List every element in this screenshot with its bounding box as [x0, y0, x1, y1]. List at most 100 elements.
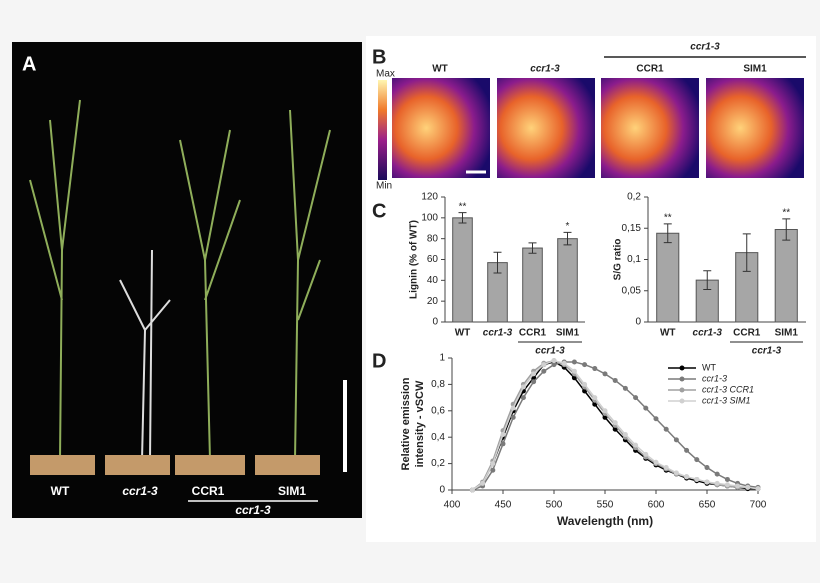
point [592, 395, 598, 401]
point [673, 437, 679, 443]
point [643, 405, 649, 411]
point [633, 442, 639, 448]
group-label: ccr1-3 [535, 346, 565, 357]
point [755, 486, 761, 492]
bar [656, 232, 680, 323]
plant-label: ccr1-3 [122, 484, 158, 498]
point [673, 470, 679, 476]
panel-label: C [372, 200, 386, 222]
plant-label: WT [51, 484, 70, 498]
x-tick-label: CCR1 [519, 328, 547, 339]
y-tick-label: 40 [427, 275, 439, 286]
x-tick-label: 600 [648, 500, 665, 511]
y-tick-label: 0,2 [431, 458, 445, 469]
x-tick-label: 450 [495, 500, 512, 511]
group-label: ccr1-3 [235, 503, 271, 517]
legend-marker [679, 376, 685, 382]
panel-label: D [372, 350, 386, 372]
point [684, 474, 690, 480]
error-bar [742, 233, 751, 272]
y-axis-label: intensity - vSCW [414, 380, 426, 467]
plant-photo [12, 42, 362, 518]
point [500, 441, 506, 447]
legend-marker [679, 365, 685, 371]
point [633, 395, 639, 401]
point [602, 371, 608, 377]
point [612, 420, 618, 426]
legend-label: ccr1-3 [702, 373, 727, 383]
point [663, 426, 669, 432]
point [582, 362, 588, 368]
point [490, 461, 496, 467]
point [531, 371, 537, 377]
x-tick-label: SIM1 [775, 328, 799, 339]
x-tick-label: 500 [546, 500, 563, 511]
y-tick-label: 60 [427, 254, 439, 265]
y-axis-label: Lignin (% of WT) [409, 220, 420, 299]
x-tick-label: ccr1-3 [693, 328, 723, 339]
point [551, 362, 557, 368]
point [612, 426, 618, 432]
point [510, 414, 516, 420]
point [663, 465, 669, 471]
point [541, 362, 547, 368]
y-tick-label: 0 [439, 485, 445, 496]
point [724, 482, 730, 488]
error-bar [663, 223, 672, 244]
bar [557, 238, 578, 323]
section-image [497, 78, 595, 178]
error-bar [782, 218, 791, 241]
point [684, 447, 690, 453]
x-tick-label: SIM1 [556, 328, 580, 339]
x-tick-label: 550 [597, 500, 614, 511]
x-tick-label: ccr1-3 [483, 328, 513, 339]
significance: ** [782, 208, 790, 219]
point [561, 360, 567, 366]
section-label: WT [432, 64, 448, 75]
point [622, 432, 628, 438]
error-bar [563, 231, 572, 246]
error-bar [458, 212, 467, 224]
x-tick-label: WT [660, 328, 676, 339]
group-label: ccr1-3 [752, 346, 782, 357]
legend-marker [679, 387, 685, 393]
point [724, 476, 730, 482]
x-tick-label: WT [455, 328, 471, 339]
colorbar-label: Max [376, 69, 395, 80]
legend-label: ccr1-3 SIM1 [702, 395, 751, 405]
legend-label: ccr1-3 CCR1 [702, 384, 754, 394]
point [653, 459, 659, 465]
point [602, 408, 608, 414]
x-tick-label: 400 [444, 500, 461, 511]
section-image [706, 78, 804, 178]
section-label: CCR1 [636, 64, 664, 75]
y-tick-label: 0,8 [431, 379, 445, 390]
y-tick-label: 0,2 [627, 192, 641, 203]
colorbar-label: Min [376, 181, 392, 192]
point [653, 416, 659, 422]
point [551, 358, 557, 364]
significance: ** [459, 201, 467, 212]
x-tick-label: 650 [699, 500, 716, 511]
point [571, 368, 577, 374]
plant-label: SIM1 [278, 484, 306, 498]
panel-label: A [22, 53, 36, 75]
plant-label: CCR1 [192, 484, 225, 498]
point [520, 384, 526, 390]
point [704, 465, 710, 471]
y-tick-label: 20 [427, 296, 439, 307]
bar [774, 229, 798, 323]
point [612, 377, 618, 383]
colorbar [378, 80, 387, 180]
panel-label: B [372, 46, 386, 68]
point [582, 381, 588, 387]
y-tick-label: 80 [427, 233, 439, 244]
y-tick-label: 120 [421, 192, 438, 203]
point [500, 432, 506, 438]
point [745, 484, 751, 490]
point [694, 457, 700, 463]
significance: * [566, 221, 570, 232]
x-tick-label: 700 [750, 500, 767, 511]
point [694, 476, 700, 482]
